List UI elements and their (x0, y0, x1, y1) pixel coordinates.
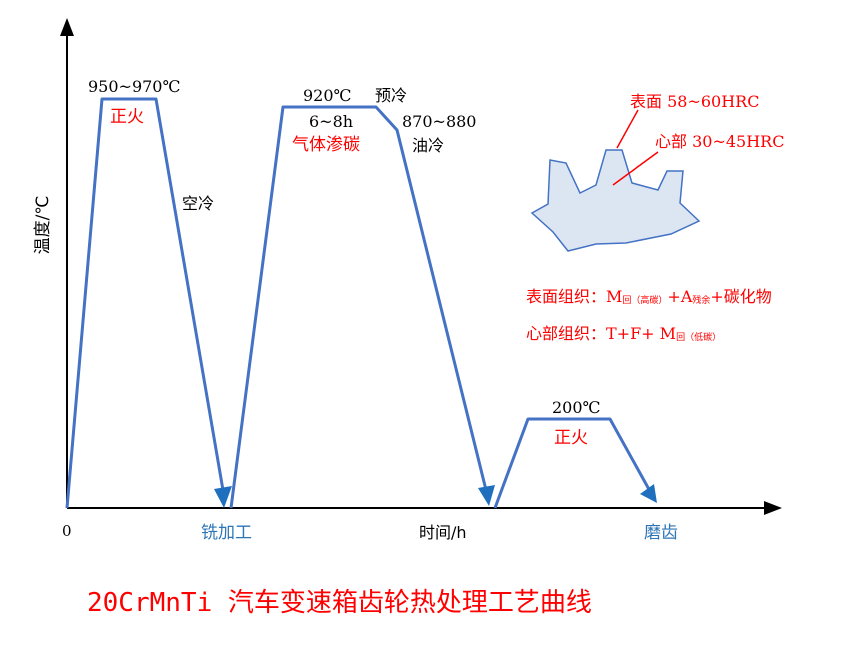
tempering-segment (493, 417, 653, 509)
normalizing-segment (65, 97, 226, 509)
y-axis-arrow-icon (60, 18, 74, 36)
temper-temp: 200℃ (552, 398, 600, 417)
milling-arrow-icon (214, 486, 232, 508)
milling-label: 铣加工 (201, 523, 252, 543)
x-axis-arrow-icon (764, 501, 782, 515)
surface-structure: 表面组织：M回（高碳）+A残余+碳化物 (526, 287, 772, 306)
normalize1-temp: 950~970℃ (88, 77, 180, 96)
surface-pointer (616, 109, 639, 149)
origin-label: 0 (62, 522, 72, 540)
core-structure: 心部组织：T+F+ M回（低碳） (526, 324, 721, 343)
core-pointer (612, 151, 659, 186)
gear-shape (530, 149, 701, 252)
grinding-label: 磨齿 (644, 523, 678, 543)
core-hardness: 心部 30~45HRC (655, 132, 784, 151)
quench-temp: 870~880 (402, 112, 476, 131)
aircool-label: 空冷 (182, 194, 214, 213)
normalize1-label: 正火 (110, 107, 144, 127)
y-axis-label: 温度/℃ (33, 196, 53, 255)
curve-arrowheads (214, 484, 657, 508)
x-axis-label: 时间/h (419, 523, 467, 542)
quench-arrow-icon (478, 485, 495, 506)
carburizing-segment (229, 105, 489, 509)
temper-label: 正火 (554, 428, 588, 448)
process-curve (65, 97, 653, 509)
gear-illustration: 表面 58~60HRC 心部 30~45HRC (530, 92, 784, 252)
carburize-label: 气体渗碳 (292, 135, 360, 155)
grinding-arrow-icon (640, 484, 657, 503)
carburize-time: 6~8h (309, 112, 353, 131)
surface-hardness: 表面 58~60HRC (630, 92, 759, 111)
precool-label: 预冷 (375, 86, 407, 105)
axes (60, 18, 782, 515)
diagram-title: 20CrMnTi 汽车变速箱齿轮热处理工艺曲线 (87, 588, 592, 618)
oilcool-label: 油冷 (412, 136, 444, 155)
carburize-temp: 920℃ (303, 86, 351, 105)
